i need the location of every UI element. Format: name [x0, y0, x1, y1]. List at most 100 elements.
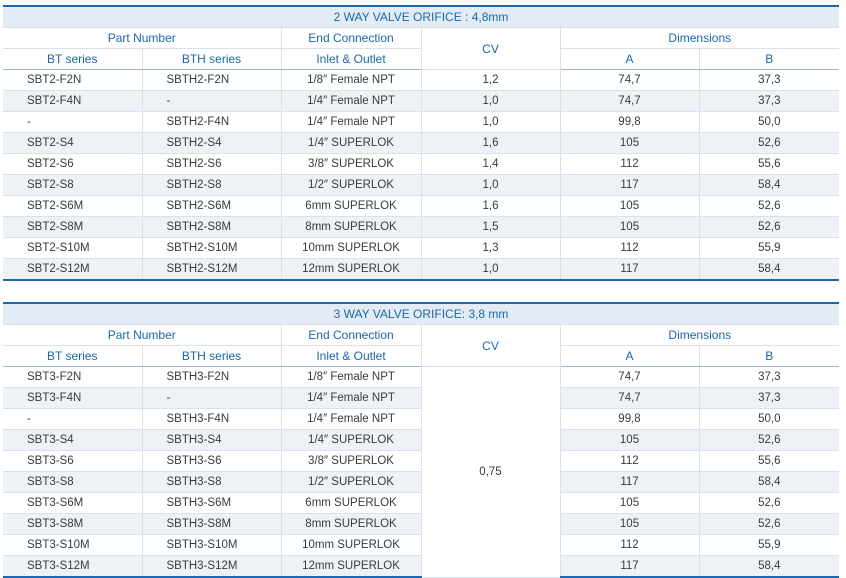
- end-connection: 6mm SUPERLOK: [280, 492, 422, 514]
- dimension-a: 99,8: [559, 408, 700, 430]
- table-row: SBT2-F4N -1/4″ Female NPT 1,0 74,7 37,3: [3, 90, 840, 112]
- end-connection: 6mm SUPERLOK: [280, 195, 422, 217]
- dimension-a: 99,8: [559, 111, 700, 133]
- dimension-a: 112: [559, 153, 700, 175]
- dimension-b: 55,6: [698, 153, 840, 175]
- bt-part-number: SBT2-S6: [3, 153, 143, 175]
- dimension-b: 37,3: [698, 366, 840, 388]
- dimension-b: 52,6: [698, 513, 840, 535]
- bth-part-number: -: [141, 387, 282, 409]
- dimension-b-header: B: [698, 345, 840, 367]
- dimension-a-header: A: [559, 345, 700, 367]
- bt-part-number: SBT3-F2N: [3, 366, 143, 388]
- bth-part-number: -: [141, 90, 282, 112]
- table-title: 2 WAY VALVE ORIFICE : 4,8mm: [3, 5, 840, 28]
- end-connection: 10mm SUPERLOK: [280, 237, 422, 259]
- bt-part-number: SBT3-S12M: [3, 555, 143, 578]
- bth-part-number: SBTH3-S6M: [141, 492, 282, 514]
- bth-part-number: SBTH3-S8M: [141, 513, 282, 535]
- table-row: SBT3-S12M SBTH3-S12M 12mm SUPERLOK 117 58,4: [3, 555, 840, 578]
- end-connection: 8mm SUPERLOK: [280, 216, 422, 238]
- cv-value: 1,3: [420, 237, 561, 259]
- dimension-a: 117: [559, 174, 700, 196]
- bt-series-header: BT series: [3, 48, 143, 70]
- dimension-b: 52,6: [698, 195, 840, 217]
- bth-part-number: SBTH3-S8: [141, 471, 282, 493]
- dimension-b: 52,6: [698, 492, 840, 514]
- bth-part-number: SBTH2-S8: [141, 174, 282, 196]
- bt-part-number: SBT2-S10M: [3, 237, 143, 259]
- end-connection: 8mm SUPERLOK: [280, 513, 422, 535]
- dimensions-header: Dimensions: [559, 324, 840, 346]
- table-row: SBT2-S8M SBTH2-S8M 8mm SUPERLOK 1,5 105 52,6: [3, 216, 840, 238]
- table-row: SBT2-S6 SBTH2-S6 3/8″ SUPERLOK 1,4 112 55,6: [3, 153, 840, 175]
- end-connection: 1/4″ SUPERLOK: [280, 429, 422, 451]
- cv-header: CV: [420, 324, 561, 367]
- bt-part-number: SBT3-S4: [3, 429, 143, 451]
- bt-part-number: -: [3, 408, 143, 430]
- table-row: SBT2-F2N SBTH2-F2N 1/8″ Female NPT 1,2 74,7 3…: [3, 69, 840, 91]
- dimension-a: 117: [559, 555, 700, 578]
- bt-part-number: SBT2-F4N: [3, 90, 143, 112]
- dimension-a-header: A: [559, 48, 700, 70]
- cv-value: 1,0: [420, 111, 561, 133]
- bt-part-number: SBT3-S10M: [3, 534, 143, 556]
- two-way-valve-table: 2 WAY VALVE ORIFICE : 4,8mm Part Number …: [3, 5, 840, 281]
- dimension-a: 105: [559, 132, 700, 154]
- dimension-a: 112: [559, 237, 700, 259]
- dimension-b: 55,6: [698, 450, 840, 472]
- end-connection: 12mm SUPERLOK: [280, 555, 422, 578]
- table-row: SBT2-S10M SBTH2-S10M 10mm SUPERLOK 1,3 112 55…: [3, 237, 840, 259]
- cv-value: 0,75: [420, 366, 561, 578]
- cv-value: 1,6: [420, 132, 561, 154]
- end-connection: 12mm SUPERLOK: [280, 258, 422, 281]
- bth-part-number: SBTH3-S10M: [141, 534, 282, 556]
- dimension-a: 74,7: [559, 90, 700, 112]
- cv-value: 1,5: [420, 216, 561, 238]
- bth-part-number: SBTH2-S12M: [141, 258, 282, 281]
- table-title: 3 WAY VALVE ORIFICE: 3,8 mm: [3, 302, 840, 325]
- dimension-b: 58,4: [698, 555, 840, 578]
- dimension-a: 105: [559, 195, 700, 217]
- inlet-outlet-header: Inlet & Outlet: [280, 48, 422, 70]
- bth-part-number: SBTH3-F4N: [141, 408, 282, 430]
- dimension-b: 37,3: [698, 387, 840, 409]
- bth-part-number: SBTH2-S4: [141, 132, 282, 154]
- dimension-b-header: B: [698, 48, 840, 70]
- bth-part-number: SBTH2-S6: [141, 153, 282, 175]
- bt-part-number: -: [3, 111, 143, 133]
- bth-part-number: SBTH2-S6M: [141, 195, 282, 217]
- end-connection: 1/4″ Female NPT: [280, 387, 422, 409]
- bt-part-number: SBT3-S6: [3, 450, 143, 472]
- dimension-b: 37,3: [698, 69, 840, 91]
- three-way-valve-table: 3 WAY VALVE ORIFICE: 3,8 mm Part Number …: [3, 302, 840, 578]
- dimension-a: 105: [559, 513, 700, 535]
- table-row: SBT3-S4 SBTH3-S4 1/4″ SUPERLOK 105 52,6: [3, 429, 840, 451]
- dimension-b: 50,0: [698, 408, 840, 430]
- dimension-b: 37,3: [698, 90, 840, 112]
- table-row: SBT2-S12M SBTH2-S12M 12mm SUPERLOK 1,0 117 58…: [3, 258, 840, 281]
- bth-part-number: SBTH3-S6: [141, 450, 282, 472]
- dimension-b: 52,6: [698, 216, 840, 238]
- dimension-a: 74,7: [559, 387, 700, 409]
- bt-series-header: BT series: [3, 345, 143, 367]
- end-connection: 3/8″ SUPERLOK: [280, 153, 422, 175]
- bt-part-number: SBT2-S12M: [3, 258, 143, 281]
- cv-value: 1,0: [420, 174, 561, 196]
- cv-value: 1,2: [420, 69, 561, 91]
- table-row: SBT3-S6 SBTH3-S6 3/8″ SUPERLOK 112 55,6: [3, 450, 840, 472]
- table-row: - SBTH2-F4N 1/4″ Female NPT 1,0 99,8 50,0: [3, 111, 840, 133]
- bth-part-number: SBTH2-F4N: [141, 111, 282, 133]
- bth-part-number: SBTH2-F2N: [141, 69, 282, 91]
- table-row: SBT2-S6M SBTH2-S6M 6mm SUPERLOK 1,6 105 52,6: [3, 195, 840, 217]
- end-connection-header: End Connection: [280, 27, 422, 49]
- inlet-outlet-header: Inlet & Outlet: [280, 345, 422, 367]
- bt-part-number: SBT2-S8M: [3, 216, 143, 238]
- cv-value: 1,4: [420, 153, 561, 175]
- bth-part-number: SBTH2-S10M: [141, 237, 282, 259]
- bt-part-number: SBT2-F2N: [3, 69, 143, 91]
- bth-part-number: SBTH2-S8M: [141, 216, 282, 238]
- dimensions-header: Dimensions: [559, 27, 840, 49]
- dimension-b: 58,4: [698, 258, 840, 281]
- table-row: SBT3-S10M SBTH3-S10M 10mm SUPERLOK 112 55,9: [3, 534, 840, 556]
